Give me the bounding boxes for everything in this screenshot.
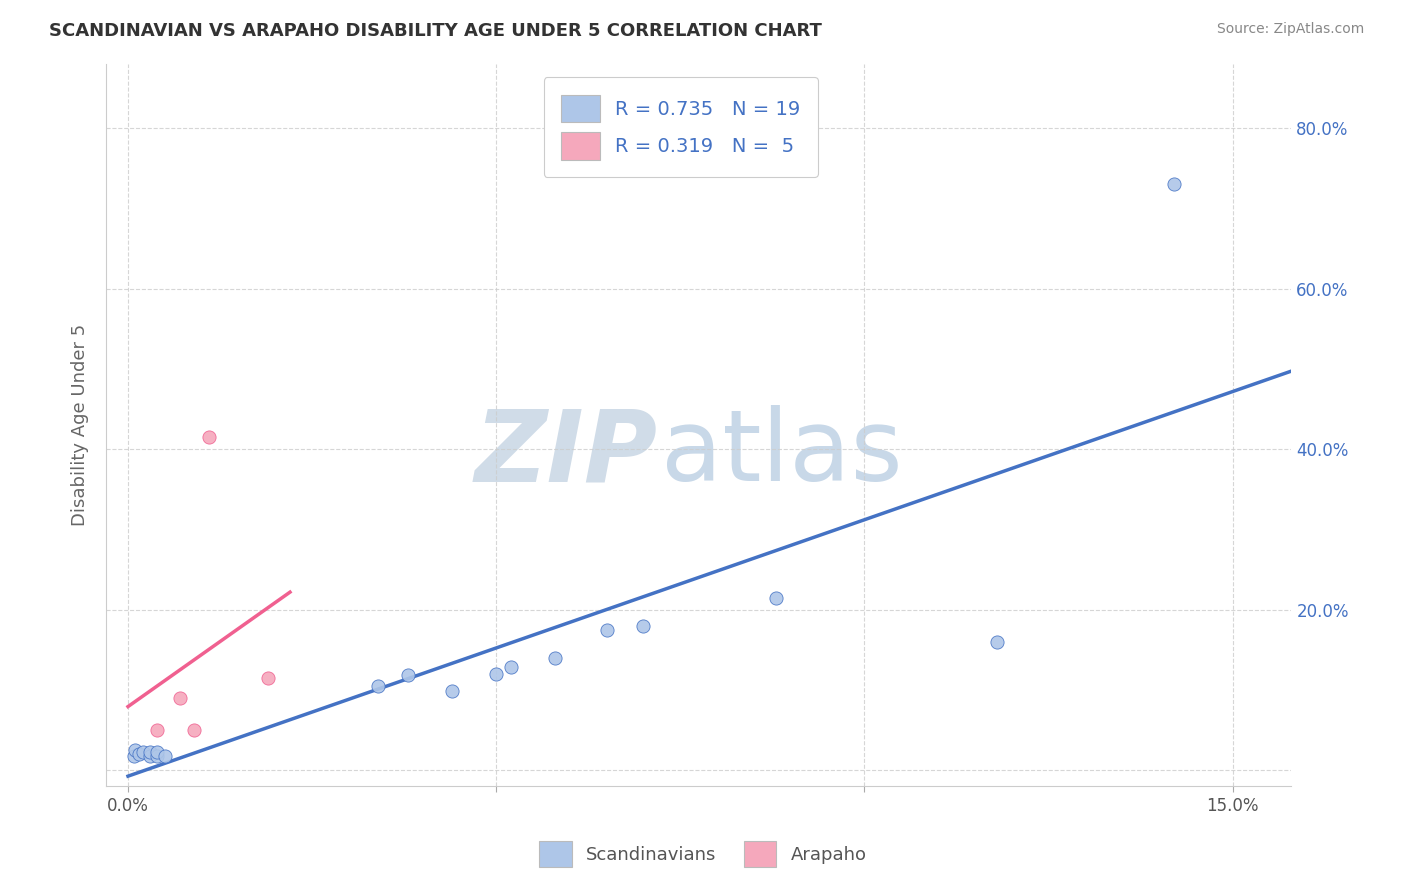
Text: Source: ZipAtlas.com: Source: ZipAtlas.com bbox=[1216, 22, 1364, 37]
Point bbox=[139, 748, 162, 763]
Legend: R = 0.735   N = 19, R = 0.319   N =  5: R = 0.735 N = 19, R = 0.319 N = 5 bbox=[544, 78, 818, 178]
Point bbox=[396, 668, 419, 682]
Point bbox=[499, 660, 522, 674]
Point bbox=[132, 746, 155, 760]
Legend: Scandinavians, Arapaho: Scandinavians, Arapaho bbox=[531, 834, 875, 874]
Point bbox=[124, 743, 146, 757]
Y-axis label: Disability Age Under 5: Disability Age Under 5 bbox=[72, 324, 89, 526]
Text: ZIP: ZIP bbox=[474, 406, 657, 502]
Point bbox=[257, 671, 280, 685]
Point bbox=[544, 650, 567, 665]
Point bbox=[146, 723, 169, 737]
Point bbox=[139, 746, 162, 760]
Point bbox=[128, 747, 150, 761]
Point bbox=[765, 591, 787, 605]
Text: atlas: atlas bbox=[661, 406, 903, 502]
Text: SCANDINAVIAN VS ARAPAHO DISABILITY AGE UNDER 5 CORRELATION CHART: SCANDINAVIAN VS ARAPAHO DISABILITY AGE U… bbox=[49, 22, 823, 40]
Point bbox=[146, 748, 169, 763]
Point bbox=[169, 690, 191, 705]
Point bbox=[367, 679, 389, 693]
Point bbox=[485, 666, 508, 681]
Point bbox=[198, 430, 221, 444]
Point bbox=[122, 748, 145, 763]
Point bbox=[986, 634, 1008, 648]
Point bbox=[183, 723, 205, 737]
Point bbox=[595, 623, 617, 637]
Point bbox=[146, 746, 169, 760]
Point bbox=[1163, 178, 1185, 192]
Point bbox=[633, 618, 655, 632]
Point bbox=[440, 684, 463, 698]
Point bbox=[153, 748, 176, 763]
